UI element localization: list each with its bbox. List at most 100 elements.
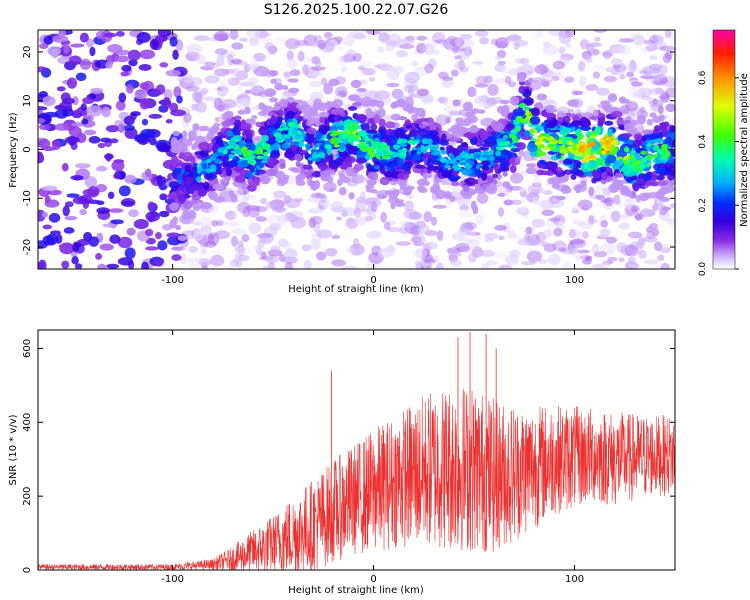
heatmap-cell — [88, 136, 101, 144]
heatmap-cell — [337, 46, 344, 52]
heatmap-peak-cell — [273, 132, 281, 138]
heatmap-cell — [593, 171, 601, 179]
heatmap-cell — [519, 187, 526, 193]
heatmap-cell — [445, 117, 451, 124]
heatmap-cell — [616, 242, 628, 253]
heatmap-cell — [618, 96, 627, 104]
heatmap-cell — [481, 172, 488, 181]
heatmap-cell — [191, 103, 199, 112]
heatmap-peak-cell — [375, 145, 380, 149]
heatmap-cell — [453, 170, 459, 178]
heatmap-cell — [222, 98, 237, 109]
heatmap-cell — [627, 85, 642, 98]
heatmap-cell — [86, 105, 103, 117]
heatmap-cell — [495, 37, 510, 49]
heatmap-peak-cell — [241, 146, 248, 152]
heatmap-cell — [61, 162, 69, 172]
heatmap-cell — [361, 67, 376, 76]
heatmap-cell — [74, 263, 83, 269]
heatmap-cell — [471, 108, 480, 114]
heatmap-cell — [479, 130, 489, 140]
heatmap-cell — [648, 88, 665, 95]
heatmap-cell — [198, 182, 205, 187]
heatmap-cell — [468, 252, 477, 263]
heatmap-cell — [149, 38, 160, 50]
heatmap-peak-cell — [261, 141, 267, 147]
snr-panel: -100 0 100 0 200 400 600 Height of straight l… — [8, 329, 676, 596]
heatmap-peak-cell — [382, 145, 390, 149]
heatmap-cell — [516, 206, 530, 216]
heatmap-cell — [284, 248, 298, 260]
heatmap-cell — [605, 236, 618, 244]
heatmap-cell — [172, 130, 180, 136]
heatmap-peak-cell — [420, 144, 425, 150]
heatmap-cell — [607, 256, 618, 262]
heatmap-cell — [520, 57, 530, 65]
heatmap-cell — [73, 109, 80, 118]
heatmap-cell — [344, 143, 352, 151]
heatmap-cell — [77, 194, 93, 205]
heatmap-cell — [637, 238, 646, 249]
heatmap-cell — [417, 224, 430, 235]
heatmap-cell — [486, 259, 498, 266]
heatmap-cell — [381, 94, 392, 105]
heatmap-peak-cell — [479, 152, 486, 156]
heatmap-cell — [79, 208, 88, 216]
heatmap-cell — [555, 195, 567, 201]
heatmap-cell — [646, 139, 657, 144]
heatmap-cell — [323, 31, 333, 39]
heatmap-cell — [286, 148, 292, 157]
heatmap-cell — [440, 141, 449, 146]
heatmap-cell — [168, 181, 180, 189]
heatmap-cell — [384, 190, 393, 195]
heatmap-cell — [619, 38, 634, 43]
heatmap-cell — [377, 248, 393, 259]
heatmap-peak-cell — [235, 148, 242, 155]
heatmap-cell — [72, 96, 79, 106]
heatmap-cell — [177, 194, 186, 204]
heatmap-cell — [257, 238, 266, 248]
heatmap-cell — [564, 43, 572, 48]
heatmap-cell — [638, 192, 650, 202]
heatmap-cell — [198, 141, 210, 151]
heatmap-cell — [192, 123, 200, 132]
heatmap-cell — [452, 99, 461, 107]
heatmap-cell — [607, 93, 618, 102]
heatmap-cell — [99, 243, 114, 251]
heatmap-cell — [72, 241, 80, 253]
heatmap-cell — [332, 99, 344, 108]
heatmap-cell — [502, 171, 508, 177]
heatmap-cell — [244, 106, 251, 115]
heatmap-cell — [188, 261, 201, 269]
heatmap-cell — [635, 178, 645, 184]
heatmap-cell — [365, 183, 375, 190]
heatmap-peak-cell — [630, 159, 637, 165]
heatmap-peak-cell — [416, 151, 422, 155]
heatmap-peak-cell — [208, 167, 217, 173]
heatmap-cell — [600, 100, 611, 105]
heatmap-cell — [667, 165, 675, 176]
heatmap-cell — [343, 35, 355, 47]
heatmap-cell — [338, 186, 347, 196]
heatmap-cell — [411, 212, 422, 220]
heatmap-cell — [303, 259, 312, 269]
heatmap-cell — [115, 31, 125, 37]
heatmap-cell — [88, 236, 99, 247]
heatmap-cell — [248, 207, 260, 218]
heatmap-cell — [285, 212, 294, 220]
heatmap-cell — [220, 120, 233, 127]
heatmap-cell — [330, 108, 339, 116]
heatmap-cell — [397, 171, 410, 181]
heatmap-cell — [97, 142, 106, 149]
heatmap-cell — [552, 60, 566, 70]
heatmap-cell — [397, 138, 408, 144]
heatmap-cell — [230, 159, 236, 167]
heatmap-cell — [631, 81, 643, 87]
heatmap-cell — [651, 228, 660, 237]
heatmap-cell — [383, 221, 391, 231]
heatmap-cell — [141, 261, 149, 269]
heatmap-cell — [247, 77, 260, 85]
heatmap-cell — [411, 60, 418, 67]
heatmap-peak-cell — [298, 137, 304, 141]
